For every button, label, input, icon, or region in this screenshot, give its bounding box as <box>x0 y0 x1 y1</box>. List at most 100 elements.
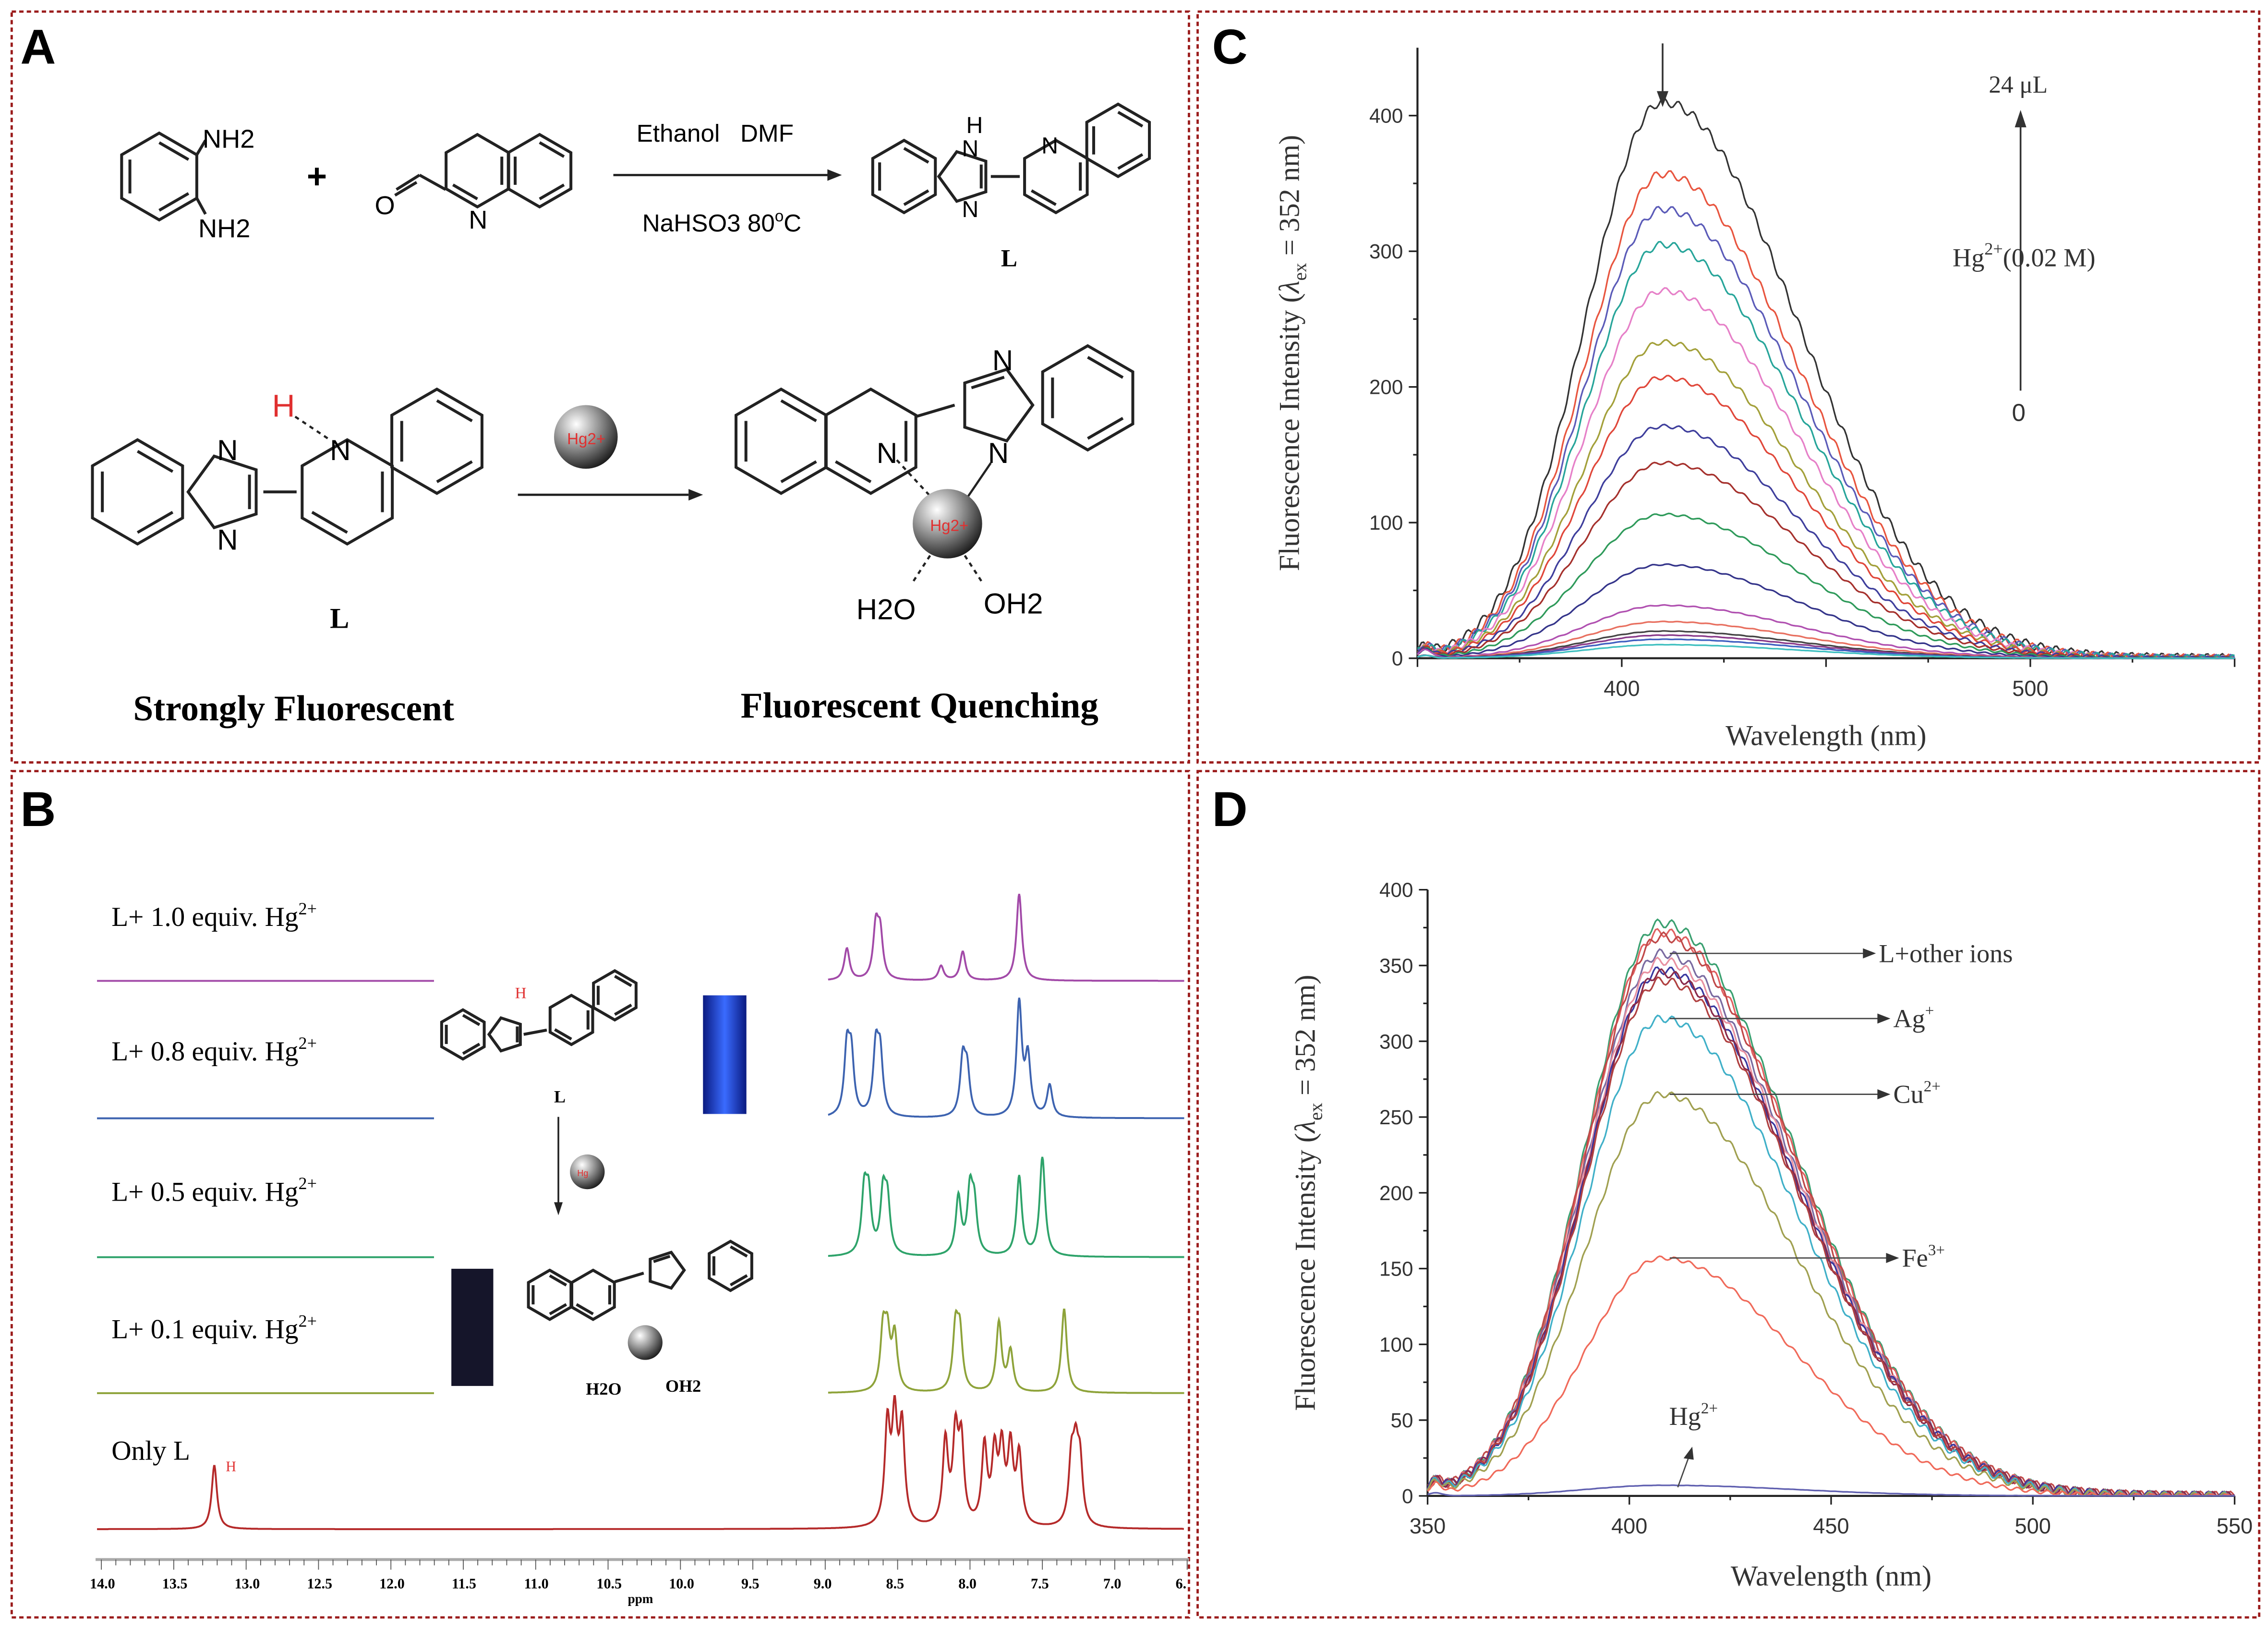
vial-fluorescent <box>703 995 747 1114</box>
label-sup: 2+ <box>299 1033 317 1053</box>
bond <box>394 181 418 197</box>
oxygen-label: O <box>374 191 395 220</box>
double-bond <box>653 1255 671 1263</box>
caption-fluorescent-quenching: Fluorescent Quenching <box>741 686 1098 726</box>
spectrum-line <box>1417 241 2235 659</box>
double-bond <box>780 460 817 483</box>
ring-bond <box>937 150 988 203</box>
nitrogen-label: N <box>962 196 979 222</box>
caption-strongly-fluorescent: Strongly Fluorescent <box>133 689 454 729</box>
series-label: Hg2+ <box>1669 1399 1718 1431</box>
y-tick-label: 300 <box>1369 240 1403 263</box>
ring-bond <box>390 387 483 495</box>
nh2-label: NH2 <box>203 124 254 153</box>
double-bond <box>136 511 174 534</box>
spectrum-line <box>1427 1255 2235 1497</box>
series-label: L+other ions <box>1879 939 2013 968</box>
arrowhead <box>1683 1447 1694 1460</box>
hydrogen-highlight: H <box>272 389 295 424</box>
double-bond <box>1117 153 1144 170</box>
ring-bond <box>824 387 917 495</box>
y-tick-label: 100 <box>1369 511 1403 534</box>
double-bond <box>436 460 473 483</box>
water-ligand: OH2 <box>984 587 1043 620</box>
x-tick-label: 550 <box>2217 1514 2253 1538</box>
ring-bond <box>871 138 937 215</box>
arrowhead <box>827 169 842 181</box>
spectrum-line <box>1416 97 2235 659</box>
nitrogen-label: N <box>330 434 351 466</box>
bond <box>396 173 421 191</box>
double-bond <box>971 376 1005 389</box>
arrowhead <box>1886 1252 1899 1263</box>
series-label-text: Fe <box>1902 1244 1928 1273</box>
panel-d-border <box>1196 770 2261 1619</box>
inset-nh-h: H <box>515 985 527 1002</box>
y-tick-label: 100 <box>1379 1333 1413 1356</box>
ring-bond <box>186 454 258 530</box>
arrowhead <box>1863 948 1876 959</box>
mercury-ion-label: Hg2+ <box>567 430 605 448</box>
ring-bond <box>487 1016 522 1053</box>
double-bond <box>1087 356 1124 379</box>
chart-d: 0 50 100 150 200 250 300 350 400 350 400 450 500 550 W… <box>1290 879 2253 1593</box>
ppm-tick-label: 12.0 <box>379 1576 405 1592</box>
bond <box>614 1272 644 1283</box>
coordination-bond <box>896 459 934 500</box>
inset-label-l: L <box>554 1087 566 1106</box>
ppm-tick-label: 10.5 <box>596 1576 622 1592</box>
nitrogen-label: N <box>962 135 979 161</box>
ring-bond <box>120 131 198 222</box>
panel-c-border <box>1196 10 2261 764</box>
double-bond <box>539 141 565 158</box>
nmr-trace <box>97 1395 1184 1531</box>
bond <box>915 403 955 418</box>
nh-h-label: H <box>966 112 983 138</box>
double-bond <box>549 1303 567 1315</box>
y-tick-label: 50 <box>1391 1409 1413 1432</box>
y-label-part: Fluorescence Intensity ( <box>1273 293 1305 571</box>
ring-bond <box>570 1268 616 1321</box>
series-label-sup: + <box>1925 1002 1934 1020</box>
spectrum-line <box>1427 1484 2235 1497</box>
compound-label-l: L <box>1001 244 1017 272</box>
x-axis-label: Wavelength (nm) <box>1725 719 1926 752</box>
spectrum-line <box>1417 424 2235 659</box>
series-label-text: Hg <box>1669 1402 1701 1431</box>
arrowhead <box>1877 1013 1891 1024</box>
double-bond <box>158 141 190 161</box>
celsius: C <box>784 209 801 237</box>
double-bond <box>780 399 817 423</box>
ppm-tick-label: 6. <box>1176 1576 1187 1592</box>
reaction-reagent: NaHSO3 80oC <box>642 207 801 237</box>
nmr-trace <box>828 893 1184 982</box>
double-bond <box>158 192 190 212</box>
arrowhead <box>2015 109 2027 128</box>
ring-bond <box>548 994 594 1046</box>
ring-bond <box>527 1268 573 1321</box>
ring-bond <box>445 133 510 209</box>
y-label-part: λ <box>1290 1120 1322 1134</box>
y-axis-label: Fluorescence Intensity (λex = 352 nm) <box>1273 135 1310 571</box>
nmr-trace <box>828 997 1184 1119</box>
label-sup: 2+ <box>299 1174 317 1193</box>
mercury-ion-ball <box>570 1154 605 1190</box>
ppm-tick-label: 13.0 <box>235 1576 260 1592</box>
ppm-tick-label: 9.0 <box>814 1576 832 1592</box>
spectrum-line <box>1417 375 2235 659</box>
ring-bond <box>735 387 828 495</box>
ring-bond <box>963 367 1035 443</box>
double-bond <box>462 1014 481 1026</box>
panel-letter-a: A <box>20 19 56 74</box>
double-bond <box>903 147 929 164</box>
y-label-part: = 352 nm) <box>1290 975 1322 1103</box>
y-tick-label: 300 <box>1379 1030 1413 1053</box>
nmr-trace-label: L+ 1.0 equiv. Hg2+ <box>111 899 317 932</box>
y-tick-label: 0 <box>1402 1485 1413 1507</box>
y-tick-label: 250 <box>1379 1106 1413 1129</box>
ring-bond <box>91 438 184 546</box>
nmr-panel: L+ 1.0 equiv. Hg2+L+ 0.8 equiv. Hg2+L+ 0… <box>90 893 1189 1606</box>
annotation-zero: 0 <box>2012 399 2026 426</box>
double-bond <box>834 460 872 483</box>
label-sup: 2+ <box>299 899 317 918</box>
